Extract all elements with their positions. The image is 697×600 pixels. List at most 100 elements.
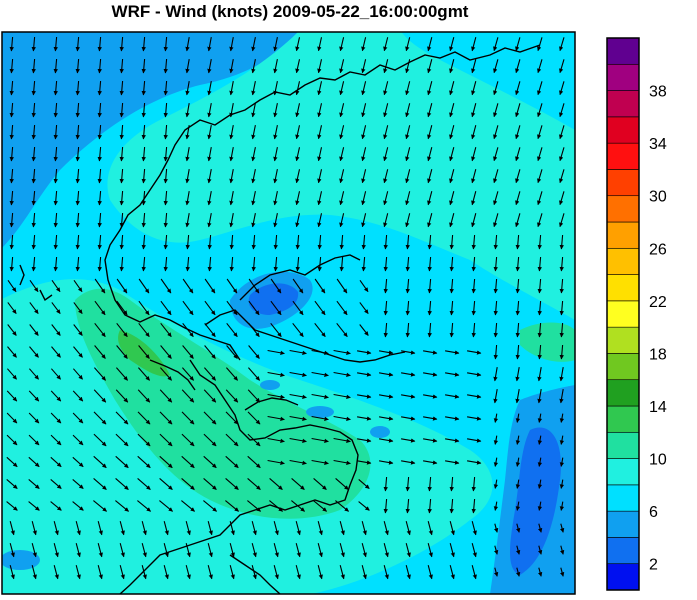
wind-arrow [383, 59, 389, 74]
colorbar-swatch [606, 247, 640, 275]
wind-arrow [560, 545, 565, 555]
wind-arrow [335, 500, 349, 512]
wind-arrow [339, 169, 345, 184]
wind-arrow [203, 500, 217, 512]
wind-arrow [471, 565, 477, 580]
wind-arrow [53, 102, 58, 118]
wind-arrow [405, 234, 410, 250]
colorbar-swatch [606, 169, 640, 197]
wind-arrow [295, 213, 301, 228]
wind-arrow [204, 300, 216, 316]
wind-arrow [361, 125, 367, 140]
wind-arrow [493, 37, 499, 52]
wind-arrow [559, 322, 564, 338]
wind-arrow [401, 372, 416, 377]
colorbar-swatches [606, 37, 640, 591]
colorbar-label: 22 [649, 294, 667, 311]
wind-arrow [559, 367, 564, 382]
wind-arrow [361, 234, 366, 250]
wind-arrow [73, 302, 83, 314]
colorbar-label: 18 [649, 346, 667, 363]
wind-arrow [467, 460, 482, 465]
wind-arrow [72, 412, 84, 424]
wind-arrow [6, 434, 18, 446]
wind-arrow [537, 322, 542, 338]
wind-arrow [427, 256, 432, 272]
wind-arrow [493, 479, 499, 489]
wind-arrow [115, 389, 129, 403]
wind-arrow [225, 477, 239, 491]
wind-fill-spot-2 [370, 426, 390, 438]
wind-arrow [494, 523, 499, 533]
wind-arrow [537, 278, 542, 294]
wind-arrow [137, 500, 151, 512]
wind-arrow [31, 80, 36, 96]
wind-arrow [559, 256, 564, 272]
wind-arrow [163, 543, 169, 558]
wind-arrow [267, 393, 285, 399]
wind-arrow [119, 168, 124, 184]
wind-arrow [537, 501, 543, 511]
wind-arrow [295, 37, 301, 52]
wind-arrow [339, 103, 345, 118]
wind-arrow [207, 58, 212, 74]
wind-arrow [7, 324, 17, 336]
wind-arrow [427, 147, 433, 162]
wind-arrow [379, 460, 394, 465]
wind-arrow [333, 459, 351, 465]
wind-arrow [160, 278, 172, 294]
wind-arrow [53, 58, 58, 74]
wind-arrow [94, 322, 106, 338]
wind-arrow [291, 500, 305, 512]
wind-arrow [333, 415, 351, 421]
wind-arrow [471, 37, 477, 52]
colorbar-swatch [606, 563, 640, 591]
wind-arrow [31, 565, 37, 580]
wind-arrow [401, 416, 416, 421]
wind-fill-nw-low [2, 32, 299, 248]
wind-arrow [314, 278, 326, 294]
wind-fill-central-min [248, 283, 299, 315]
wind-arrow [97, 58, 102, 74]
wind-arrow [97, 256, 102, 272]
wind-arrow [361, 521, 367, 536]
wind-arrow [493, 322, 498, 338]
wind-arrow [405, 476, 410, 492]
wind-arrow [515, 278, 520, 294]
wind-arrow [163, 58, 168, 74]
wind-arrow [383, 191, 389, 206]
wind-vectors [6, 36, 565, 580]
wind-arrow [75, 212, 80, 228]
wind-arrow [207, 124, 212, 140]
wind-arrow [207, 36, 212, 52]
wind-arrow [163, 256, 168, 272]
wind-arrow [226, 278, 238, 294]
wind-arrow [181, 455, 195, 469]
wind-arrow [248, 322, 260, 338]
wind-arrow [314, 322, 326, 338]
wind-arrow [141, 256, 146, 272]
wind-arrow [181, 500, 195, 512]
wind-arrow [160, 345, 172, 359]
wind-arrow [357, 438, 372, 443]
wind-arrow [423, 372, 438, 377]
wind-arrow [339, 147, 345, 162]
wind-arrow [229, 565, 235, 580]
wind-arrow [251, 168, 256, 184]
wind-arrow [119, 565, 125, 580]
wind-arrow [141, 124, 146, 140]
wind-arrow [493, 125, 499, 140]
wind-arrow [537, 479, 543, 489]
wind-arrow [471, 256, 476, 272]
wind-arrow [115, 455, 129, 469]
wind-arrow [339, 213, 345, 228]
wind-arrow [339, 521, 345, 536]
wind-fill-core-peak [118, 330, 170, 377]
wind-arrow [559, 213, 565, 228]
wind-arrow [537, 457, 543, 467]
wind-arrow [6, 390, 18, 402]
wind-arrow [449, 256, 454, 272]
wind-arrow [116, 300, 128, 316]
wind-arrow [427, 37, 433, 52]
wind-arrow [53, 146, 58, 162]
